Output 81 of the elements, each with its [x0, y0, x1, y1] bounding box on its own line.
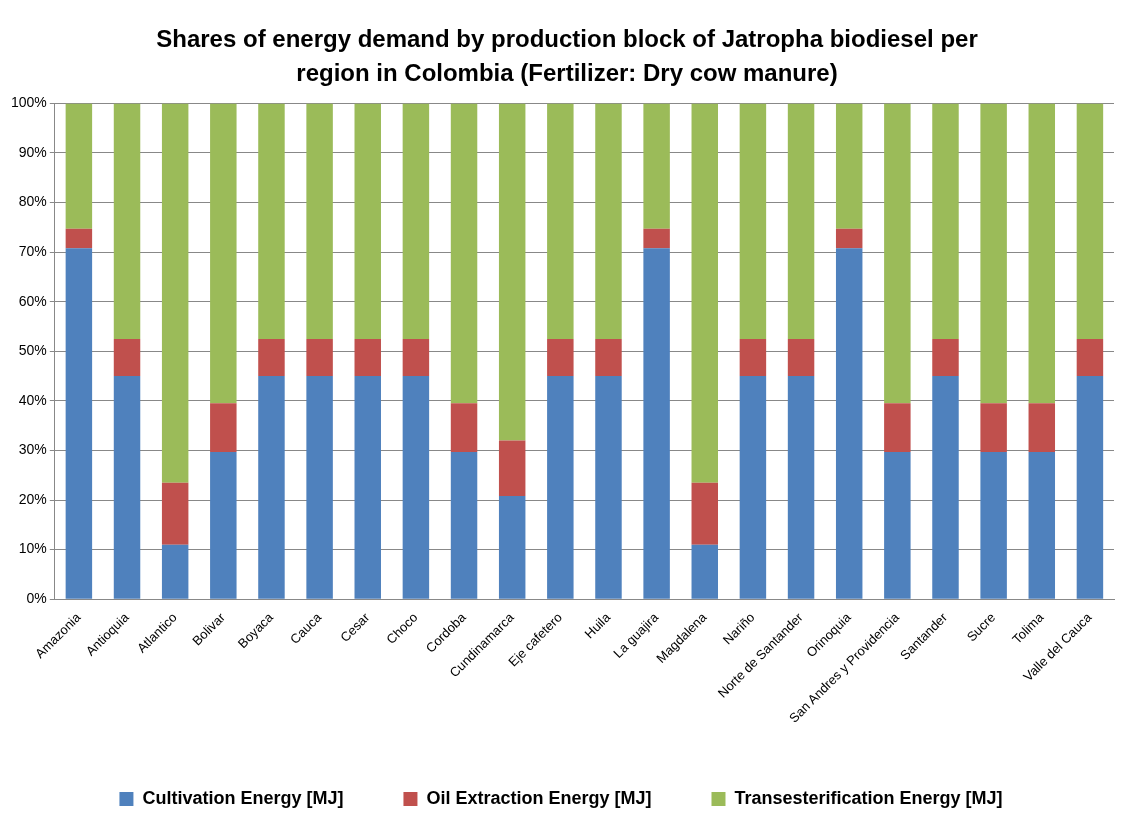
bar — [65, 228, 93, 249]
bar — [498, 103, 526, 441]
bar — [595, 103, 622, 339]
bar — [739, 376, 767, 599]
bar — [402, 338, 430, 377]
bar — [402, 103, 430, 339]
y-tick-label: 40% — [18, 391, 47, 408]
y-tick-label: 30% — [18, 441, 47, 458]
y-tick-label: 20% — [18, 490, 47, 507]
bar — [932, 376, 959, 599]
bar — [306, 338, 333, 377]
bar — [547, 103, 574, 339]
bar — [65, 248, 93, 599]
bar — [932, 338, 959, 377]
bar — [354, 103, 381, 339]
y-tick-label: 80% — [18, 193, 47, 210]
bar — [739, 338, 767, 377]
y-tick-label: 0% — [26, 590, 47, 607]
y-tick-label: 60% — [18, 292, 47, 309]
bar — [595, 338, 622, 377]
bar — [306, 376, 333, 599]
bar — [980, 451, 1007, 599]
chart-title: Shares of energy demand by production block of Jatropha biodiesel per region in Colombia (Fertilizer: Dry cow manure) — [155, 24, 979, 88]
bar — [932, 103, 959, 339]
bar — [1076, 103, 1104, 339]
bar — [113, 103, 141, 339]
bar — [1028, 403, 1056, 452]
bar — [980, 103, 1007, 404]
bar — [161, 103, 189, 483]
bar — [835, 103, 863, 229]
bar — [450, 451, 478, 599]
y-tick-label: 90% — [18, 143, 47, 160]
bar — [113, 338, 141, 377]
bar — [450, 403, 478, 452]
bar — [354, 376, 381, 599]
legend-label: Oil Extraction Energy [MJ] — [426, 787, 652, 808]
bar — [787, 376, 815, 599]
y-tick-label: 10% — [18, 540, 47, 557]
bar — [258, 376, 285, 599]
bar — [835, 248, 863, 599]
bar — [354, 338, 381, 377]
bar — [210, 451, 237, 599]
bar — [691, 544, 719, 599]
bar — [643, 248, 670, 599]
bar — [402, 376, 430, 599]
bar — [547, 376, 574, 599]
y-tick-label: 100% — [10, 94, 47, 111]
bar — [835, 228, 863, 249]
bar — [258, 103, 285, 339]
bar — [1076, 376, 1104, 599]
legend-label: Cultivation Energy [MJ] — [142, 787, 344, 808]
bar — [161, 544, 189, 599]
y-tick-label: 70% — [18, 243, 47, 259]
bar — [787, 103, 815, 339]
bar — [787, 338, 815, 377]
bar — [643, 103, 670, 229]
bar — [691, 103, 719, 483]
bar — [210, 403, 237, 452]
bar — [547, 338, 574, 377]
bar — [450, 103, 478, 404]
legend-label: Transesterification Energy [MJ] — [734, 787, 1003, 808]
bar — [258, 338, 285, 377]
bar — [980, 403, 1007, 452]
bar — [1076, 338, 1104, 377]
bar — [739, 103, 767, 339]
bar — [65, 103, 93, 229]
bar — [498, 440, 526, 497]
bar — [884, 403, 911, 452]
bar — [884, 451, 911, 599]
bar — [306, 103, 333, 339]
bar — [210, 103, 237, 404]
bar — [643, 228, 670, 249]
bar — [498, 496, 526, 599]
bar — [1028, 451, 1056, 599]
bar — [595, 376, 622, 599]
bar — [113, 376, 141, 599]
bar — [691, 482, 719, 545]
bar — [161, 482, 189, 545]
bar — [1028, 103, 1056, 404]
bar — [884, 103, 911, 404]
y-tick-label: 50% — [18, 342, 47, 359]
